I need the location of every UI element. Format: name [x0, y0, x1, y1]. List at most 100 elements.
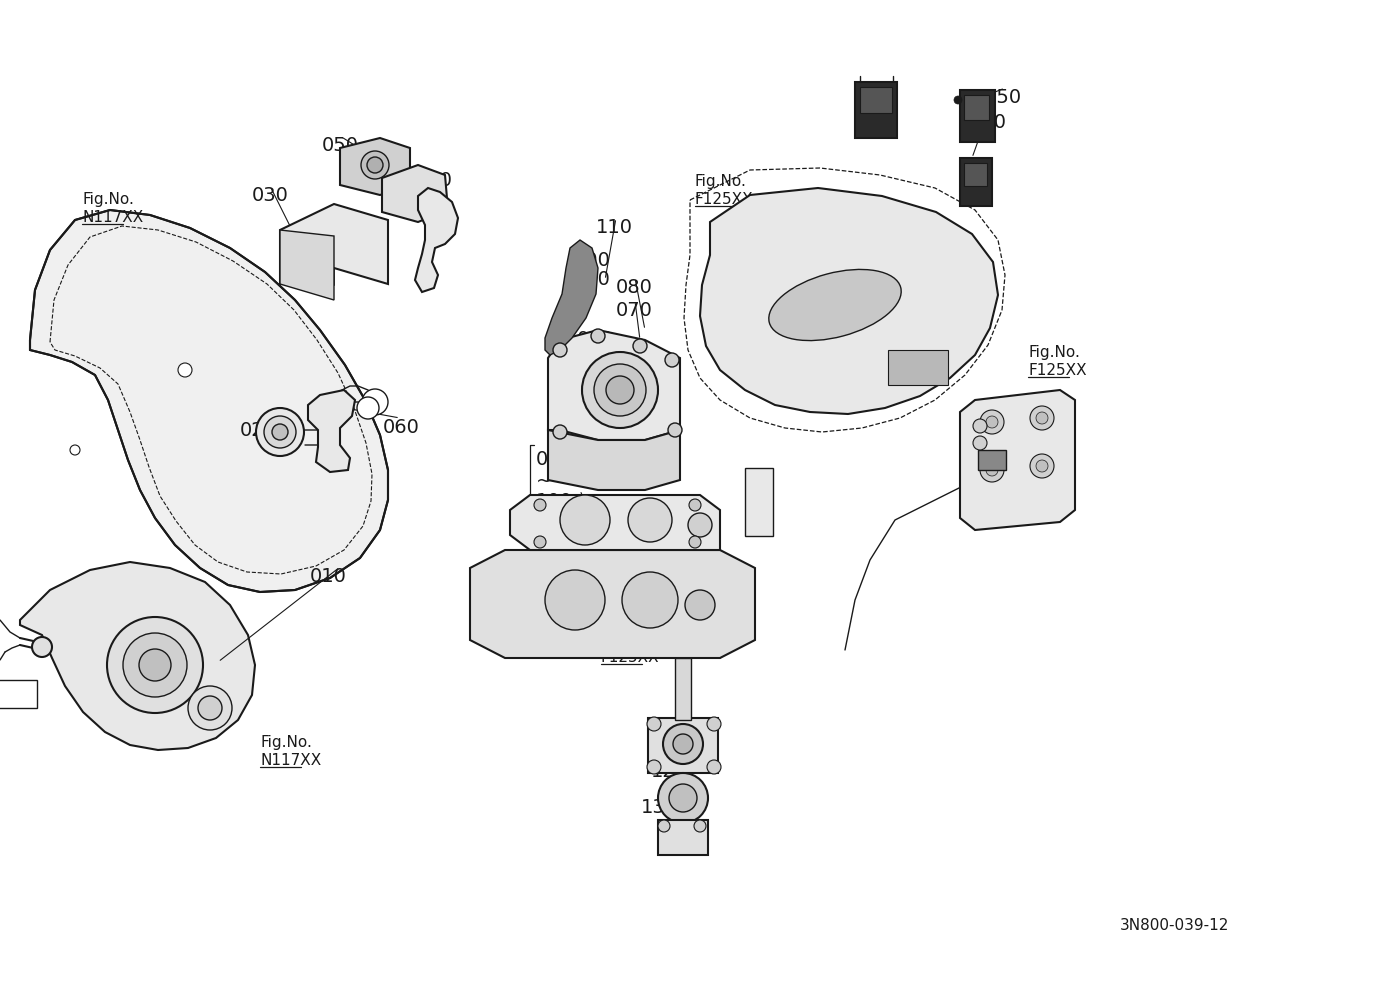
Circle shape: [70, 445, 80, 455]
Circle shape: [357, 397, 379, 419]
Bar: [674, 658, 691, 720]
Circle shape: [658, 773, 707, 823]
Bar: [658, 820, 707, 855]
Circle shape: [361, 151, 389, 179]
Text: 130: 130: [641, 798, 678, 817]
Circle shape: [1036, 460, 1048, 472]
Text: 010: 010: [310, 567, 348, 586]
Text: Fig.No.: Fig.No.: [1027, 345, 1080, 360]
Bar: [960, 90, 996, 142]
Text: 070: 070: [576, 330, 614, 349]
Polygon shape: [308, 390, 354, 472]
Ellipse shape: [769, 269, 902, 340]
Circle shape: [367, 157, 383, 173]
Circle shape: [663, 724, 703, 764]
Text: Fig.No.: Fig.No.: [81, 192, 134, 207]
Text: 060: 060: [383, 418, 419, 437]
Circle shape: [363, 389, 387, 415]
Circle shape: [974, 436, 987, 450]
Text: 070: 070: [536, 450, 572, 469]
Text: 020: 020: [240, 421, 277, 440]
Circle shape: [534, 499, 546, 511]
Circle shape: [688, 513, 712, 537]
Text: 200: 200: [1009, 477, 1047, 496]
Text: F125XX: F125XX: [695, 192, 754, 207]
Text: 070: 070: [616, 301, 652, 320]
Circle shape: [188, 686, 232, 730]
Text: F125XX: F125XX: [601, 650, 659, 665]
Bar: [888, 350, 947, 385]
Polygon shape: [280, 204, 387, 284]
Circle shape: [108, 617, 203, 713]
Text: 030: 030: [252, 186, 288, 205]
Circle shape: [658, 820, 670, 832]
Text: 180: 180: [997, 428, 1034, 447]
Text: Fig.No.: Fig.No.: [695, 174, 747, 189]
Circle shape: [594, 364, 645, 416]
Circle shape: [178, 363, 192, 377]
Circle shape: [980, 458, 1004, 482]
Text: 110: 110: [596, 218, 633, 237]
Text: 040: 040: [359, 163, 394, 182]
Text: 100: 100: [574, 270, 611, 289]
Text: 080: 080: [616, 278, 652, 297]
Circle shape: [199, 696, 222, 720]
Text: 100: 100: [536, 492, 572, 511]
Polygon shape: [280, 230, 334, 300]
Text: 120: 120: [651, 762, 688, 781]
Circle shape: [673, 734, 694, 754]
Polygon shape: [547, 430, 680, 490]
Circle shape: [707, 760, 721, 774]
Circle shape: [633, 339, 647, 353]
Circle shape: [690, 499, 701, 511]
Circle shape: [986, 416, 998, 428]
Text: 100: 100: [574, 251, 611, 270]
Text: F125XX: F125XX: [1027, 363, 1087, 378]
Bar: [0, 680, 37, 708]
Bar: [855, 82, 896, 138]
Circle shape: [1036, 412, 1048, 424]
Bar: [745, 468, 774, 536]
Circle shape: [1030, 454, 1054, 478]
Circle shape: [256, 408, 303, 456]
Circle shape: [553, 425, 567, 439]
Circle shape: [690, 536, 701, 548]
Bar: [964, 163, 987, 186]
Text: N117XX: N117XX: [261, 753, 321, 768]
Circle shape: [980, 410, 1004, 434]
Circle shape: [665, 353, 678, 367]
Text: 190: 190: [997, 445, 1034, 464]
Circle shape: [647, 717, 661, 731]
Text: 220: 220: [576, 519, 614, 538]
Text: 110: 110: [638, 359, 674, 378]
Polygon shape: [701, 188, 998, 414]
Text: 150: 150: [985, 88, 1022, 107]
Text: 3N800-039-12: 3N800-039-12: [1120, 918, 1229, 933]
Bar: [860, 87, 892, 113]
Text: Fig.No.: Fig.No.: [261, 735, 312, 750]
Circle shape: [272, 424, 288, 440]
Bar: [960, 158, 992, 206]
Polygon shape: [382, 165, 448, 222]
Polygon shape: [960, 390, 1076, 530]
Polygon shape: [545, 240, 598, 355]
Circle shape: [667, 423, 683, 437]
Circle shape: [582, 352, 658, 428]
Text: 090: 090: [565, 500, 601, 519]
Circle shape: [647, 760, 661, 774]
Text: Fig.No.: Fig.No.: [601, 632, 652, 647]
Text: 160: 160: [969, 113, 1007, 132]
Circle shape: [139, 649, 171, 681]
Circle shape: [1030, 406, 1054, 430]
Circle shape: [560, 495, 610, 545]
Polygon shape: [21, 562, 255, 750]
Bar: [978, 450, 1007, 470]
Text: 050: 050: [323, 136, 359, 155]
Text: ~: ~: [536, 472, 553, 491]
Bar: [648, 718, 718, 773]
Circle shape: [534, 536, 546, 548]
Polygon shape: [547, 330, 680, 440]
Polygon shape: [415, 188, 458, 292]
Circle shape: [685, 590, 714, 620]
Circle shape: [986, 464, 998, 476]
